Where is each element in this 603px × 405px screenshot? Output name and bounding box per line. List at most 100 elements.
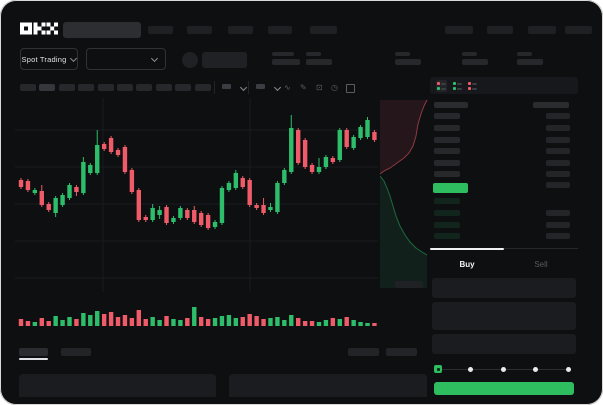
indicator-dropdown[interactable]	[222, 84, 231, 89]
candle	[323, 157, 329, 167]
nav-item-skeleton[interactable]	[187, 26, 212, 34]
candle	[171, 218, 176, 222]
ask-price-skeleton[interactable]	[434, 171, 460, 177]
last-price-badge[interactable]	[433, 183, 468, 193]
sell-tab[interactable]: Sell	[504, 254, 578, 272]
volume-bar	[108, 312, 114, 326]
nav-item-skeleton[interactable]	[268, 26, 292, 34]
orderbook-layout-both-icon[interactable]	[436, 80, 447, 92]
search-input[interactable]	[63, 22, 141, 38]
price-input[interactable]	[432, 278, 576, 298]
bid-price-skeleton[interactable]	[434, 222, 460, 228]
slider-handle[interactable]	[434, 365, 442, 373]
timeframe-pill[interactable]	[58, 84, 75, 91]
bid-price-skeleton[interactable]	[434, 210, 460, 216]
nav-item-skeleton[interactable]	[310, 26, 337, 34]
trendline-tool-icon[interactable]: ∿	[284, 83, 291, 92]
candle	[178, 208, 183, 218]
volume-bar	[164, 316, 169, 326]
bottom-action-pill[interactable]	[386, 348, 417, 356]
depth-footer-skeleton	[395, 281, 423, 288]
candle	[46, 204, 51, 210]
buy-submit-button[interactable]	[434, 382, 574, 395]
buy-tab-label: Buy	[459, 260, 475, 269]
toolbar-divider	[214, 81, 215, 94]
screenshot-icon[interactable]: ⊡	[316, 83, 323, 92]
stat-label-skeleton	[395, 52, 410, 56]
volume-bar	[365, 323, 370, 326]
bid-amount-skeleton	[546, 210, 570, 216]
chevron-down-icon[interactable]	[239, 83, 248, 92]
stat-value-skeleton	[462, 59, 488, 65]
timeframe-pill[interactable]	[78, 84, 95, 91]
volume-bar	[330, 318, 336, 326]
candle	[233, 173, 239, 188]
timeframe-pill[interactable]	[136, 84, 153, 91]
slider-stop[interactable]	[500, 367, 506, 372]
order-history-tab[interactable]	[61, 348, 91, 356]
bottom-active-tab-indicator	[19, 358, 48, 360]
stat-value-skeleton	[395, 59, 421, 65]
amount-slider[interactable]	[434, 365, 571, 373]
orderbook-layout-asks-icon[interactable]	[467, 80, 478, 92]
bottom-action-pill[interactable]	[348, 348, 379, 356]
ask-price-skeleton[interactable]	[434, 160, 460, 166]
orders-tab[interactable]	[19, 348, 48, 356]
timeframe-pill[interactable]	[20, 84, 36, 91]
history-clock-icon[interactable]: ◷	[331, 83, 338, 92]
candle	[95, 145, 100, 173]
market-type-dropdown[interactable]: Spot Trading	[20, 48, 78, 70]
candlestick-chart[interactable]	[15, 98, 378, 292]
volume-bar	[60, 320, 65, 326]
nav-item-skeleton[interactable]	[487, 26, 513, 34]
timeframe-pill[interactable]	[175, 84, 192, 91]
timeframe-pill-active[interactable]	[39, 84, 56, 91]
timeframe-pill[interactable]	[194, 84, 211, 91]
timeframe-pill[interactable]	[97, 84, 114, 91]
total-input[interactable]	[432, 334, 576, 354]
ask-price-skeleton[interactable]	[434, 113, 460, 119]
buy-tab[interactable]: Buy	[430, 254, 504, 272]
ask-price-skeleton[interactable]	[434, 125, 460, 131]
pair-name-skeleton[interactable]	[202, 52, 247, 68]
draw-tool-icon[interactable]: ✎	[300, 83, 307, 92]
orderbook-layout-bids-icon[interactable]	[452, 80, 463, 92]
last-price-value-skeleton	[272, 59, 300, 65]
candle	[198, 213, 204, 225]
ask-amount-skeleton	[546, 113, 570, 119]
bid-price-skeleton[interactable]	[434, 233, 460, 239]
chevron-down-icon[interactable]	[273, 83, 282, 92]
nav-item-skeleton[interactable]	[528, 26, 556, 34]
candle	[74, 187, 79, 192]
amount-input[interactable]	[432, 302, 576, 330]
candle	[261, 205, 266, 213]
slider-stop[interactable]	[468, 367, 473, 372]
candle	[157, 210, 162, 215]
ask-amount-skeleton	[546, 171, 570, 177]
nav-item-skeleton[interactable]	[445, 26, 473, 34]
volume-bar	[275, 317, 280, 326]
pair-coin-icon	[182, 52, 198, 68]
candle	[39, 191, 44, 205]
slider-stop[interactable]	[533, 367, 538, 372]
timeframe-pill[interactable]	[155, 84, 172, 91]
slider-stop[interactable]	[565, 367, 571, 372]
volume-bar	[268, 318, 273, 326]
nav-item-skeleton[interactable]	[148, 26, 173, 34]
nav-item-skeleton[interactable]	[565, 26, 592, 34]
volume-bar	[282, 320, 287, 326]
fullscreen-icon[interactable]	[346, 84, 355, 93]
chart-style-dropdown[interactable]	[256, 84, 265, 89]
timeframe-pill[interactable]	[117, 84, 133, 91]
pair-select-dropdown[interactable]	[86, 48, 166, 70]
bid-price-skeleton[interactable]	[434, 198, 460, 204]
volume-bar	[171, 319, 176, 326]
ask-price-skeleton[interactable]	[434, 148, 460, 154]
volume-bar	[32, 322, 38, 326]
nav-item-skeleton[interactable]	[228, 26, 253, 34]
volume-bar	[192, 307, 197, 326]
ask-price-skeleton[interactable]	[434, 137, 460, 143]
volume-bar	[302, 321, 308, 326]
okx-logo	[20, 22, 58, 35]
